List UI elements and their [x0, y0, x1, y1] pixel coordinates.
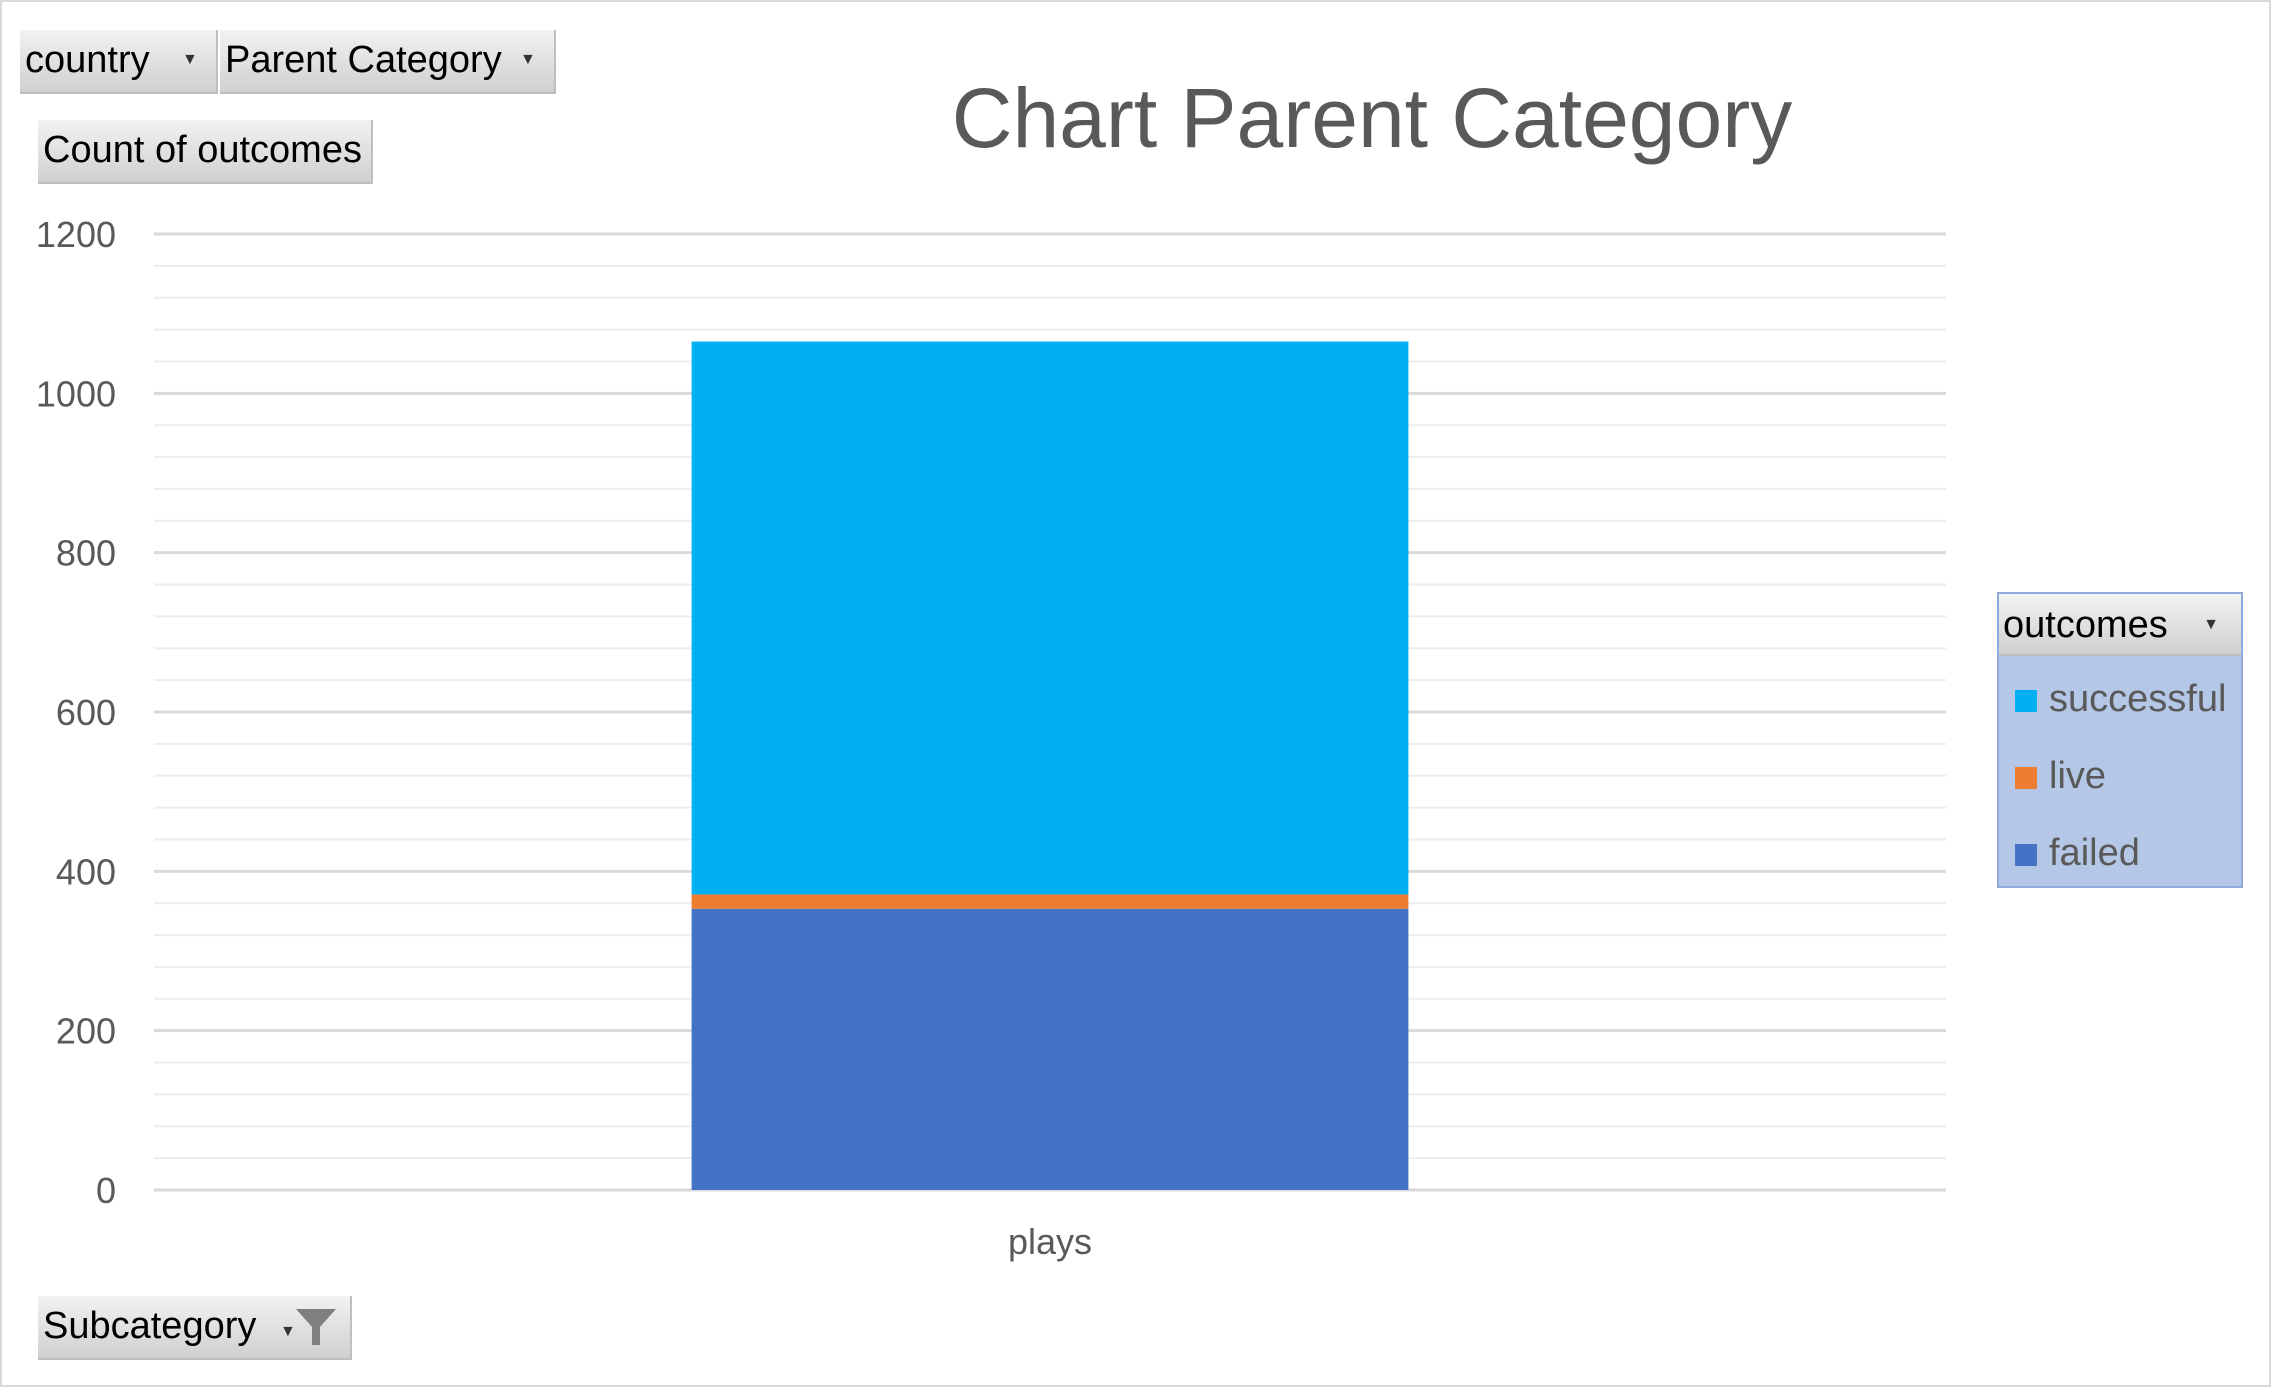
dropdown-caret-icon: ▼ [280, 1323, 296, 1340]
y-tick-label: 1000 [36, 373, 116, 414]
legend-label-live: live [2049, 755, 2107, 797]
legend-item-failed[interactable]: failed [2015, 828, 2140, 878]
legend: outcomes ▼ successful live failed [1997, 592, 2243, 888]
bar-segment-successful [691, 341, 1409, 895]
dropdown-caret-icon: ▼ [182, 51, 198, 68]
legend-swatch-successful [2015, 690, 2037, 712]
legend-swatch-live [2015, 767, 2037, 789]
legend-item-live[interactable]: live [2015, 751, 2106, 801]
bar-segment-failed [691, 908, 1409, 1190]
x-category-label: plays [1008, 1221, 1092, 1262]
subcategory-filter-label: Subcategory [43, 1305, 257, 1347]
chart-title: Chart Parent Category [951, 71, 1793, 165]
bar-segment-live [691, 894, 1409, 909]
country-filter-button[interactable]: country ▼ [20, 30, 218, 94]
values-field-label: Count of outcomes [43, 129, 362, 171]
parent-category-filter-label: Parent Category [225, 39, 502, 81]
dropdown-caret-icon: ▼ [520, 51, 536, 68]
legend-field-label: outcomes [2003, 604, 2168, 646]
legend-label-successful: successful [2049, 678, 2227, 720]
y-tick-label: 1200 [36, 214, 116, 255]
country-filter-label: country [25, 39, 150, 81]
parent-category-filter-button[interactable]: Parent Category ▼ [220, 30, 556, 94]
y-tick-label: 800 [56, 533, 116, 574]
dropdown-caret-icon: ▼ [2203, 616, 2219, 633]
filter-funnel-icon [296, 1309, 336, 1345]
values-field-button[interactable]: Count of outcomes [38, 120, 373, 184]
y-tick-label: 200 [56, 1011, 116, 1052]
y-tick-label: 400 [56, 851, 116, 892]
legend-label-failed: failed [2049, 832, 2140, 874]
subcategory-filter-button[interactable]: Subcategory ▼ [38, 1296, 352, 1360]
legend-swatch-failed [2015, 844, 2037, 866]
y-tick-label: 600 [56, 692, 116, 733]
legend-item-successful[interactable]: successful [2015, 674, 2226, 724]
y-tick-label: 0 [96, 1170, 116, 1211]
legend-field-button[interactable]: outcomes ▼ [1999, 594, 2241, 656]
